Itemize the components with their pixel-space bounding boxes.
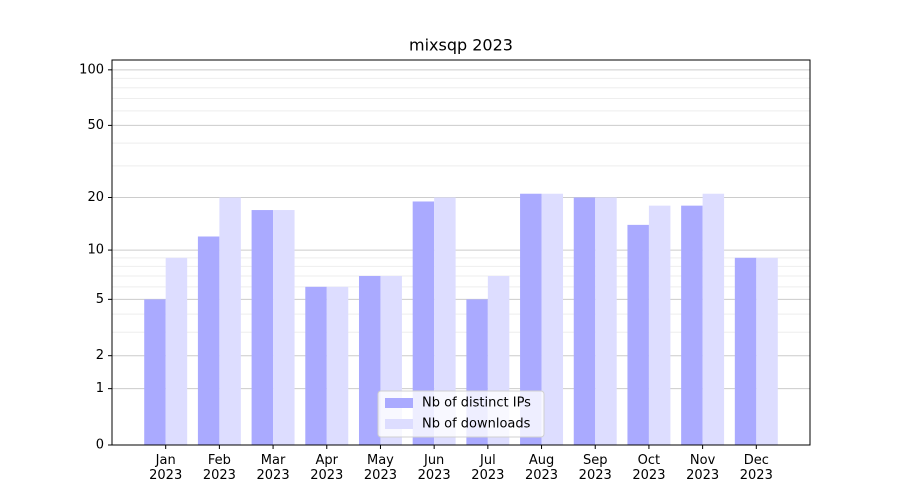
bar	[681, 205, 703, 445]
legend-swatch	[385, 398, 413, 408]
x-tick-label: Dec 2023	[739, 453, 773, 483]
bar	[358, 275, 381, 445]
legend-label: Nb of distinct IPs	[422, 396, 531, 411]
legend-label: Nb of downloads	[422, 417, 531, 432]
y-tick-label: 20	[87, 190, 104, 205]
bar	[573, 197, 596, 445]
x-tick-label: Jul 2023	[471, 453, 505, 483]
x-tick-label: Mar 2023	[256, 453, 290, 483]
legend: Nb of distinct IPs Nb of downloads	[377, 390, 545, 438]
plot-frame	[111, 59, 811, 446]
y-tick-label: 100	[79, 62, 104, 77]
y-tick-label: 0	[96, 438, 104, 453]
bar	[434, 197, 456, 445]
y-tick-label: 2	[96, 348, 104, 363]
x-tick-label: Jun 2023	[417, 453, 451, 483]
x-tick-label: Jan 2023	[149, 453, 183, 483]
x-tick-label: May 2023	[363, 453, 397, 483]
chart-title: mixsqp 2023	[409, 36, 513, 55]
bar	[305, 286, 327, 445]
bar	[595, 197, 617, 445]
bar	[144, 299, 166, 445]
bar	[734, 257, 757, 445]
bar	[520, 193, 542, 445]
legend-swatch	[385, 419, 413, 429]
bar	[273, 210, 295, 445]
x-tick-label: Feb 2023	[202, 453, 236, 483]
x-tick-label: Sep 2023	[578, 453, 612, 483]
bar	[165, 257, 188, 445]
bar	[412, 201, 435, 445]
bar	[648, 205, 671, 445]
bar	[197, 236, 220, 445]
y-tick-label: 5	[96, 292, 104, 307]
x-tick-label: Apr 2023	[310, 453, 344, 483]
x-tick-label: Aug 2023	[524, 453, 559, 483]
bar	[326, 286, 349, 445]
y-tick-label: 1	[96, 381, 104, 396]
legend-box	[377, 390, 545, 438]
bar	[756, 257, 778, 445]
x-tick-label: Nov 2023	[686, 453, 720, 483]
bar	[702, 193, 725, 445]
y-tick-label: 10	[87, 243, 104, 258]
bar	[219, 197, 241, 445]
bar	[541, 193, 564, 445]
bar	[251, 210, 274, 445]
y-tick-label: 50	[87, 118, 104, 133]
bar	[627, 224, 649, 445]
x-tick-label: Oct 2023	[632, 453, 666, 483]
